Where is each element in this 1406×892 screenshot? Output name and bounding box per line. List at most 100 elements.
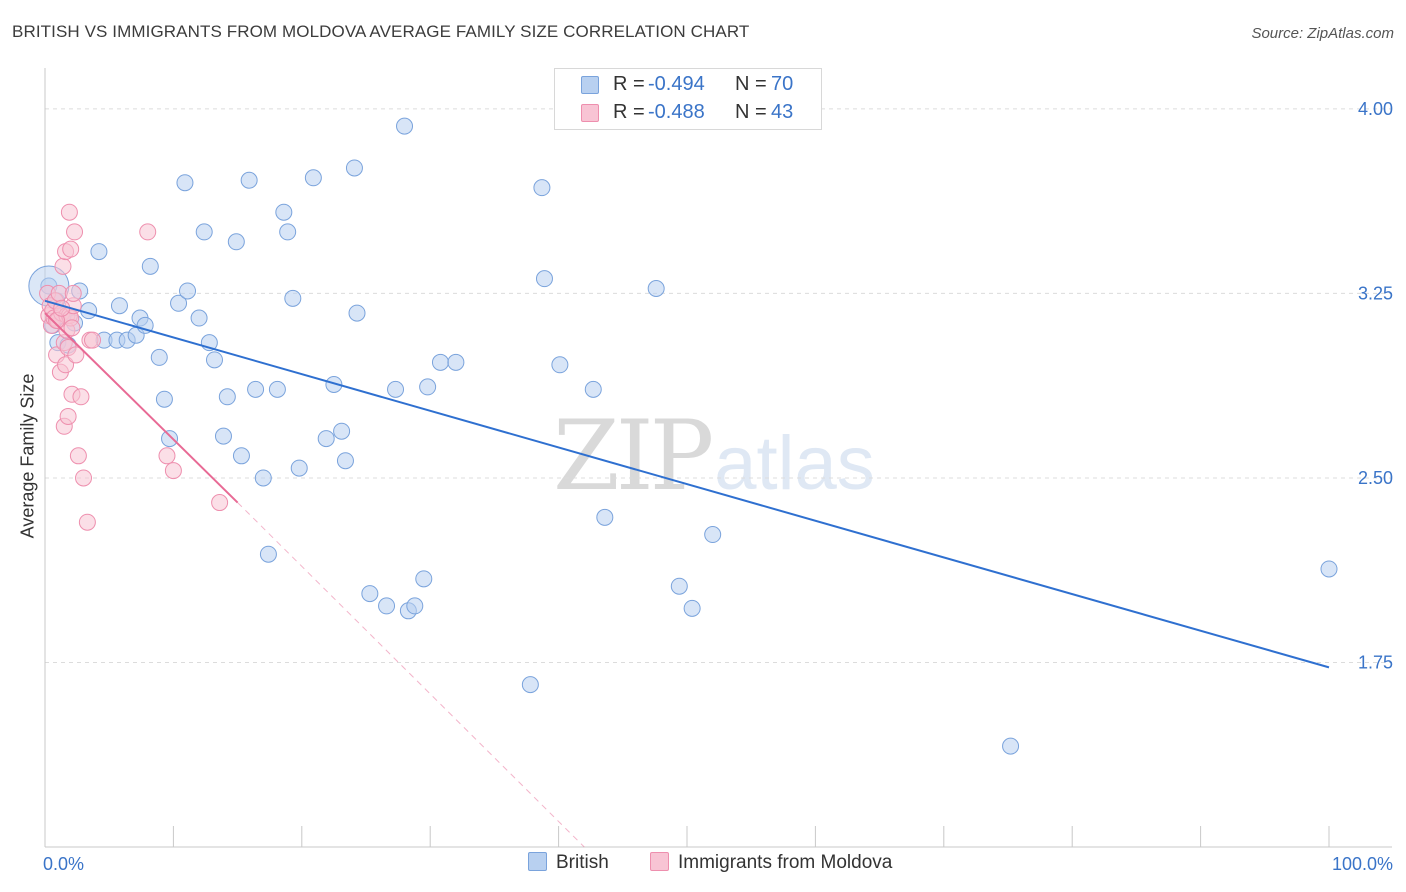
moldova-point: [139, 223, 157, 241]
british-point: [387, 380, 405, 398]
british-point: [533, 179, 551, 197]
moldova-point: [84, 331, 102, 349]
british-point: [150, 348, 168, 366]
british-point: [704, 526, 722, 544]
legend-british-label: British: [556, 852, 609, 873]
legend-item-british: British: [528, 852, 609, 876]
british-point: [419, 378, 437, 396]
moldova-point: [67, 346, 85, 364]
british-point: [259, 545, 277, 563]
british-point: [304, 169, 322, 187]
british-point: [406, 597, 424, 615]
british-point: [361, 585, 379, 603]
british-r-label: R =: [613, 73, 645, 95]
moldova-r-value: -0.488: [648, 101, 705, 123]
british-point: [190, 309, 208, 327]
british-point: [1320, 560, 1338, 578]
british-point: [170, 294, 188, 312]
x-tick-label-max: 100.0%: [1332, 854, 1393, 874]
british-point: [551, 356, 569, 374]
british-point: [378, 597, 396, 615]
moldova-trend-extension: [237, 502, 585, 848]
british-point: [254, 469, 272, 487]
british-point: [336, 452, 354, 470]
british-point: [218, 388, 236, 406]
moldova-point: [54, 257, 72, 275]
moldova-point: [72, 388, 90, 406]
legend-item-moldova: Immigrants from Moldova: [650, 852, 892, 876]
british-point: [205, 351, 223, 369]
british-point: [521, 676, 539, 694]
british-point: [179, 282, 197, 300]
y-axis-label: Average Family Size: [17, 373, 38, 539]
correlation-legend: R = -0.494 N = 70 R = -0.488 N = 43: [554, 68, 822, 130]
moldova-point: [66, 223, 84, 241]
british-point: [396, 117, 414, 135]
british-point: [683, 599, 701, 617]
moldova-point: [59, 407, 77, 425]
moldova-point: [64, 284, 82, 302]
axes: [44, 68, 1392, 848]
y-tick-label: 4.00: [1358, 99, 1393, 119]
british-point: [176, 174, 194, 192]
british-point: [141, 257, 159, 275]
british-point: [584, 380, 602, 398]
moldova-point: [69, 447, 87, 465]
british-point: [431, 353, 449, 371]
british-point: [136, 316, 154, 334]
british-point: [232, 447, 250, 465]
british-point: [279, 223, 297, 241]
moldova-point: [78, 513, 96, 531]
chart-source: Source: ZipAtlas.com: [1251, 25, 1394, 42]
moldova-point: [57, 356, 75, 374]
moldova-swatch: [581, 104, 599, 122]
y-tick-label: 3.25: [1358, 283, 1393, 303]
british-point: [247, 380, 265, 398]
moldova-point: [164, 462, 182, 480]
british-point: [333, 422, 351, 440]
british-point: [161, 430, 179, 448]
british-points: [28, 117, 1338, 755]
moldova-point: [211, 494, 229, 512]
british-n-label: N =: [735, 73, 767, 95]
y-tick-label: 1.75: [1358, 652, 1393, 672]
british-point: [670, 577, 688, 595]
moldova-point: [75, 469, 93, 487]
british-point: [195, 223, 213, 241]
moldova-n-label: N =: [735, 101, 767, 123]
legend-moldova-swatch: [650, 852, 669, 871]
british-point: [647, 280, 665, 298]
british-swatch: [581, 76, 599, 94]
moldova-n-value: 43: [771, 101, 794, 123]
british-point: [415, 570, 433, 588]
moldova-point: [50, 284, 68, 302]
british-point: [290, 459, 308, 477]
british-point: [268, 380, 286, 398]
british-point: [447, 353, 465, 371]
chart-title: BRITISH VS IMMIGRANTS FROM MOLDOVA AVERA…: [12, 22, 750, 41]
british-n-value: 70: [771, 73, 794, 95]
moldova-point: [60, 203, 78, 221]
british-point: [348, 304, 366, 322]
british-point: [284, 289, 302, 307]
british-r-value: -0.494: [648, 73, 705, 95]
british-point: [155, 390, 173, 408]
british-point: [275, 203, 293, 221]
legend-british-swatch: [528, 852, 547, 871]
british-point: [535, 270, 553, 288]
british-point: [240, 171, 258, 189]
british-trend-line: [44, 299, 1330, 669]
moldova-trend-line: [44, 312, 239, 504]
trend-lines: [44, 299, 1330, 848]
legend-moldova-label: Immigrants from Moldova: [678, 852, 893, 873]
british-point: [227, 233, 245, 251]
british-point: [1002, 737, 1020, 755]
grid-lines: [45, 108, 1392, 663]
british-point: [317, 430, 335, 448]
moldova-points: [39, 203, 229, 531]
british-point: [345, 159, 363, 177]
british-point: [90, 243, 108, 261]
moldova-point: [62, 240, 80, 258]
moldova-point: [63, 319, 81, 337]
